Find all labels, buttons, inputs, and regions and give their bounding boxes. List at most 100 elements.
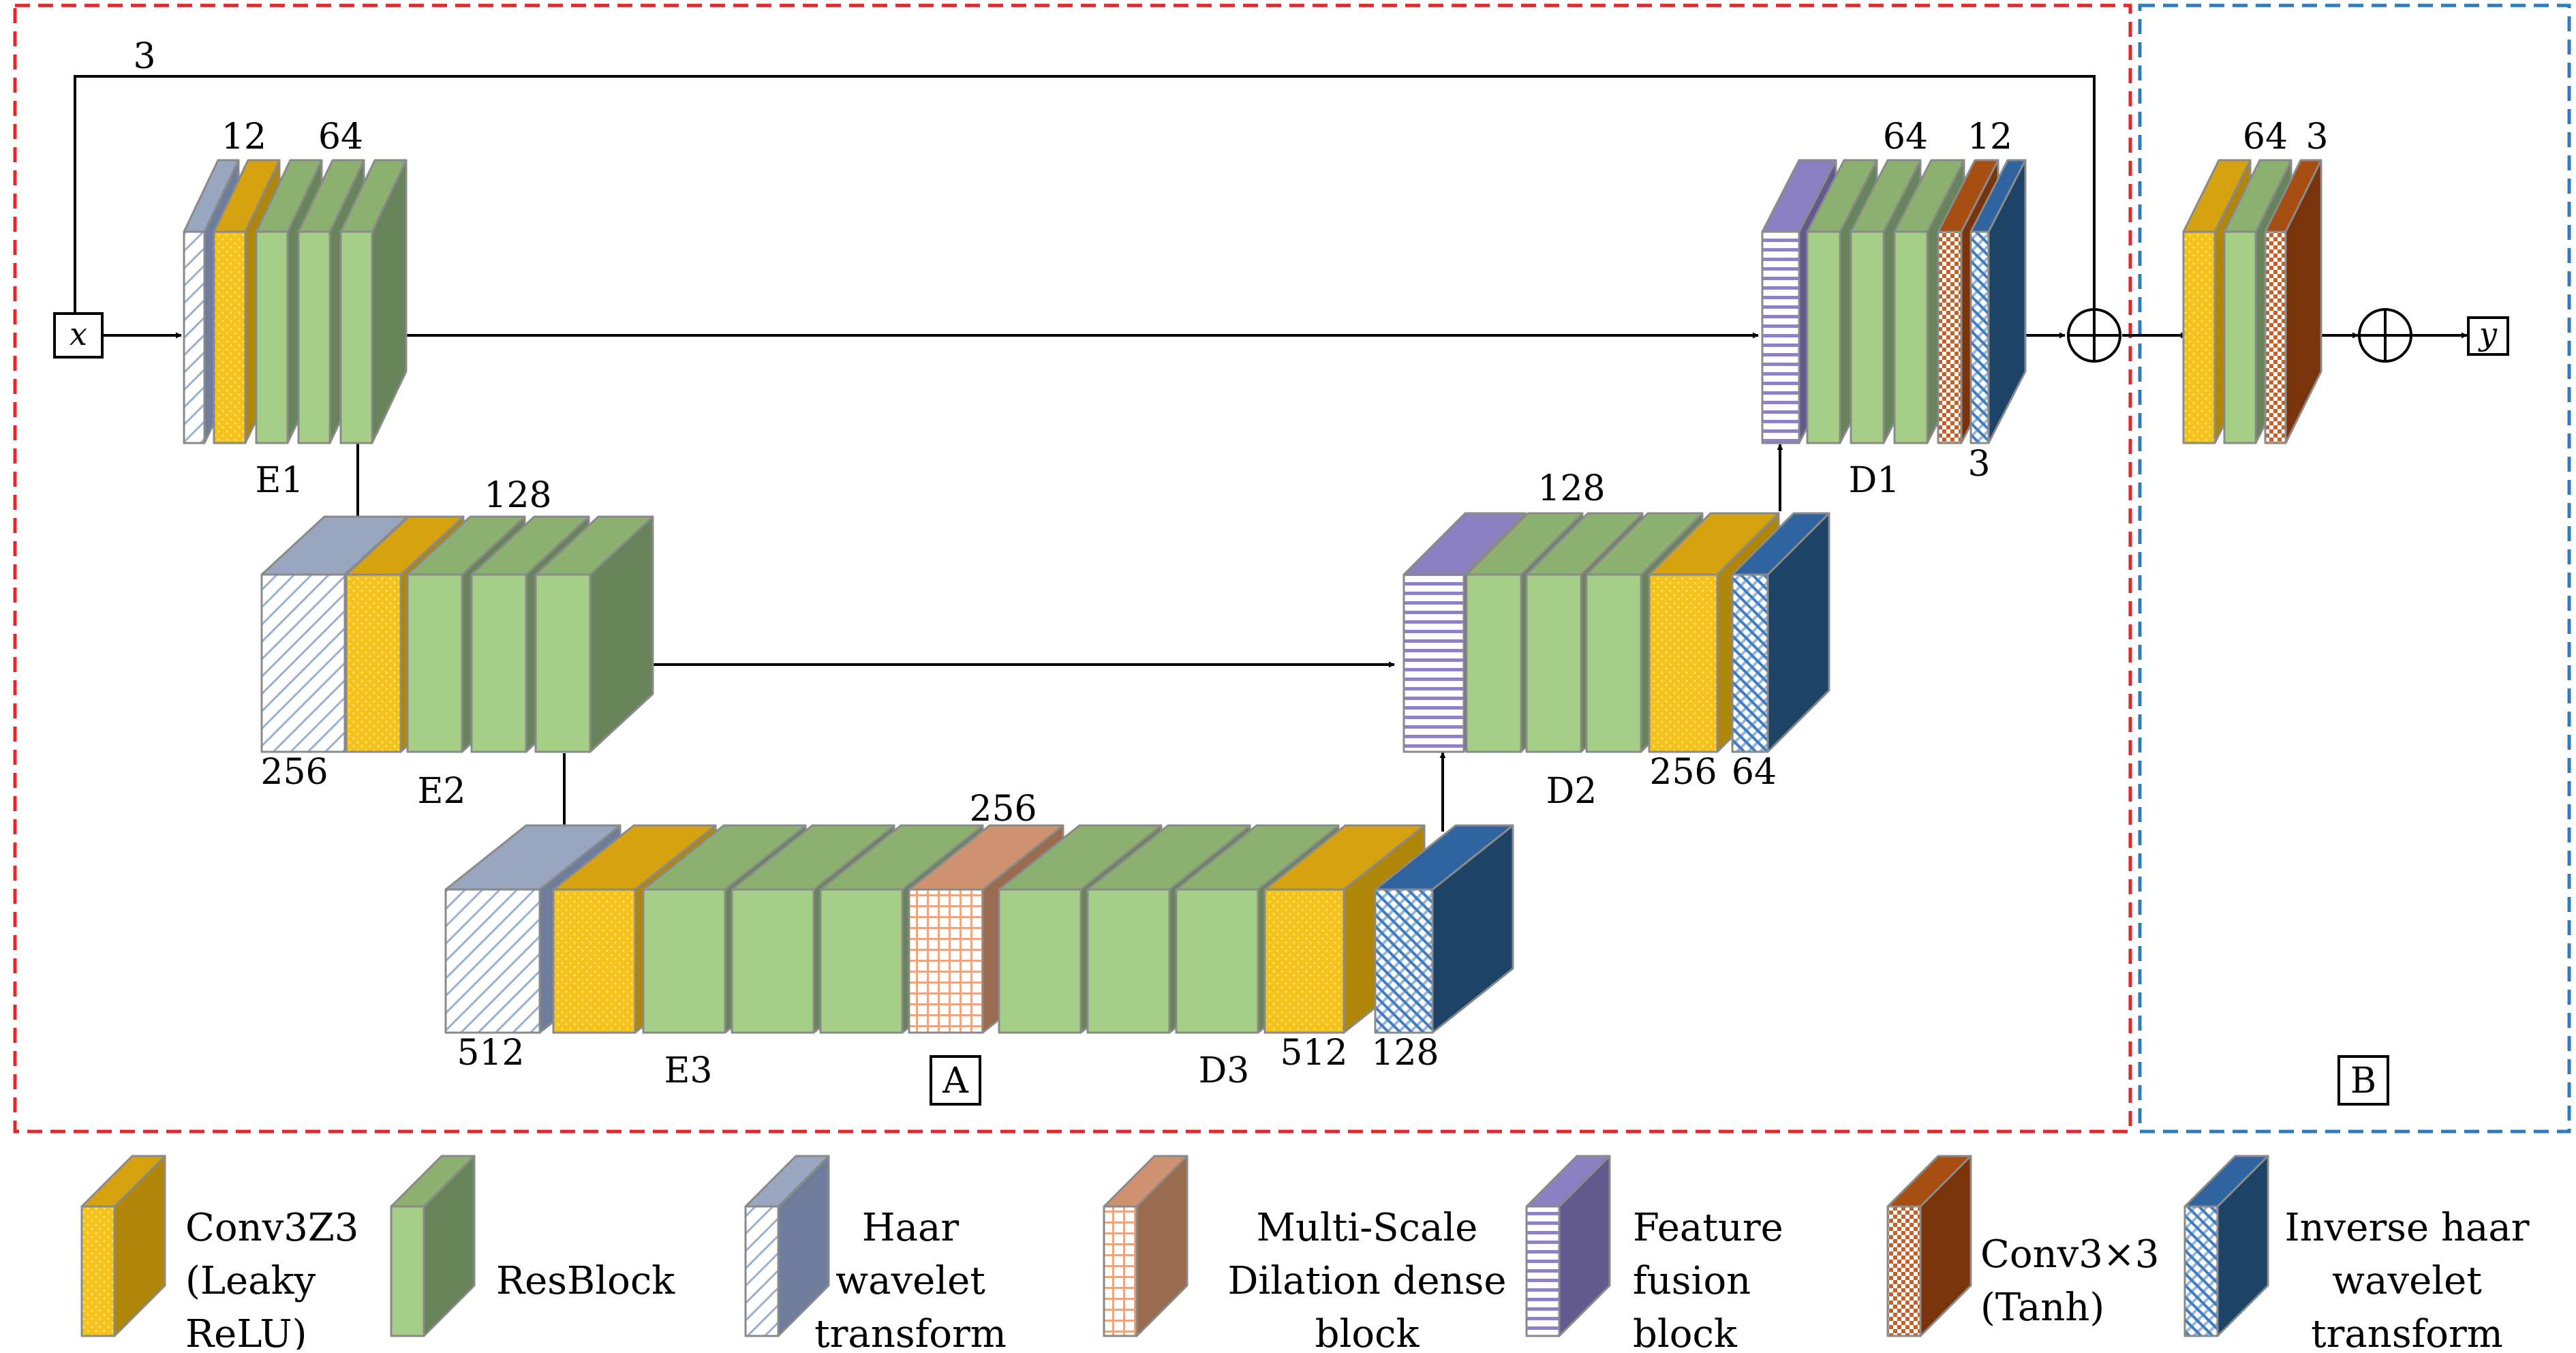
level3-block-0-front xyxy=(444,888,541,1034)
legend-line: block xyxy=(1315,1312,1420,1350)
e2-block-2-front xyxy=(406,573,463,753)
output-label: y xyxy=(2478,316,2498,352)
d1-block-4-front xyxy=(1937,230,1963,444)
d3-name: D3 xyxy=(1199,1050,1250,1091)
legend-label-fuse: Feature fusion block xyxy=(1633,1206,1783,1350)
e2-ch-bottom: 256 xyxy=(260,752,328,793)
d2-block-3-front xyxy=(1585,573,1642,753)
e1-block-3-front xyxy=(297,230,331,444)
legend-line: ResBlock xyxy=(496,1259,675,1303)
b-block-0-front xyxy=(2182,230,2216,444)
legend-line: (Leaky xyxy=(185,1259,316,1303)
d3-ch-a: 512 xyxy=(1280,1033,1347,1074)
b-block-2-front xyxy=(2264,230,2287,444)
d1-ch-b: 12 xyxy=(1967,117,2012,157)
e3-name: E3 xyxy=(664,1050,712,1091)
level3-block-7-front xyxy=(1086,888,1171,1034)
b-block-1-front xyxy=(2223,230,2257,444)
legend-label-tanh: Conv3×3 (Tanh) xyxy=(1980,1232,2159,1330)
sum-node-1 xyxy=(2067,308,2121,363)
e1-block-0-front xyxy=(183,230,206,444)
legend-swatch-msd-front xyxy=(1103,1205,1138,1337)
d2-block-5 xyxy=(1731,512,1830,753)
legend-line: Feature xyxy=(1633,1206,1783,1250)
legend-swatch-fuse xyxy=(1525,1155,1611,1337)
e2-name: E2 xyxy=(417,771,465,812)
e2-block-1-front xyxy=(345,573,402,753)
d3-ch-top: 256 xyxy=(969,789,1037,830)
d2-block-5-front xyxy=(1731,573,1769,753)
e3-ch-bottom: 512 xyxy=(457,1033,524,1074)
level3-block-5-front xyxy=(908,888,984,1034)
region-b-label: B xyxy=(2350,1061,2376,1101)
d1-block-1-front xyxy=(1806,230,1841,444)
legend-line: wavelet xyxy=(2332,1259,2482,1303)
legend-label-haar: Haar wavelet transform xyxy=(814,1206,1007,1350)
legend-line: (Tanh) xyxy=(1980,1286,2104,1330)
level3-block-9-front xyxy=(1263,888,1345,1034)
d1-name: D1 xyxy=(1849,460,1900,501)
legend-line: transform xyxy=(814,1312,1007,1350)
d1-block-5 xyxy=(1969,159,2027,444)
e1-block-4 xyxy=(339,159,408,444)
level3-block-4-front xyxy=(819,888,904,1034)
region-a-frame xyxy=(13,3,2132,1134)
e2-block-4 xyxy=(534,515,654,753)
legend-line: transform xyxy=(2311,1312,2503,1350)
legend-swatch-msd xyxy=(1103,1155,1189,1337)
legend-swatch-ihaar-front xyxy=(2183,1205,2219,1337)
d2-block-2-front xyxy=(1525,573,1582,753)
e1-ch-b: 64 xyxy=(318,117,363,157)
level3-block-10 xyxy=(1374,824,1514,1034)
legend-label-res: ResBlock xyxy=(496,1259,675,1303)
d1-ch-c: 3 xyxy=(1967,444,1990,485)
region-b-label-box xyxy=(2337,1055,2389,1106)
d1-block-3-front xyxy=(1893,230,1929,444)
legend-line: Dilation dense xyxy=(1227,1259,1506,1303)
skip-label: 3 xyxy=(133,36,155,77)
e1-block-4-front xyxy=(339,230,373,444)
input-box xyxy=(53,312,104,359)
e2-block-4-front xyxy=(534,573,592,753)
d2-block-1-front xyxy=(1465,573,1522,753)
e1-ch-a: 12 xyxy=(221,117,266,157)
legend-swatch-ihaar xyxy=(2183,1155,2269,1337)
d2-ch-top: 128 xyxy=(1537,468,1605,509)
region-a-label-box xyxy=(930,1055,981,1106)
d1-block-2-front xyxy=(1850,230,1885,444)
d3-ch-b: 128 xyxy=(1371,1033,1439,1074)
e2-block-3-front xyxy=(470,573,527,753)
d1-block-0-front xyxy=(1761,230,1800,444)
legend-line: Conv3Z3 xyxy=(185,1206,358,1250)
output-box xyxy=(2467,316,2509,356)
level3-block-3-front xyxy=(731,888,815,1034)
level3-block-1-front xyxy=(552,888,637,1034)
legend-swatch-haar-front xyxy=(744,1205,780,1337)
d2-name: D2 xyxy=(1546,771,1597,812)
legend-label-ihaar: Inverse haar wavelet transform xyxy=(2284,1206,2529,1350)
legend-line: ReLU) xyxy=(185,1312,307,1350)
region-a-label: A xyxy=(942,1061,969,1101)
legend-swatch-haar xyxy=(744,1155,830,1337)
region-b-frame xyxy=(2138,3,2571,1134)
legend-line: fusion xyxy=(1633,1259,1751,1303)
input-label: x xyxy=(70,316,87,352)
d2-ch-b: 64 xyxy=(1732,752,1777,793)
legend-line: Inverse haar xyxy=(2284,1206,2529,1250)
legend-line: Conv3×3 xyxy=(1980,1232,2159,1277)
legend-line: Haar xyxy=(862,1206,960,1250)
e2-ch-top: 128 xyxy=(484,475,551,516)
legend-line: block xyxy=(1633,1312,1738,1350)
b-block-2 xyxy=(2264,159,2322,444)
d2-block-4-front xyxy=(1648,573,1719,753)
legend-swatch-conv xyxy=(80,1155,166,1337)
e1-name: E1 xyxy=(255,460,303,501)
legend-line: Multi-Scale xyxy=(1257,1206,1478,1250)
legend-line: wavelet xyxy=(835,1259,985,1303)
legend: Conv3Z3 (Leaky ReLU) ResBlock Haar wavelet tra… xyxy=(80,1155,2530,1353)
legend-swatch-tanh-front xyxy=(1886,1205,1922,1337)
d1-block-5-front xyxy=(1969,230,1990,444)
legend-swatch-res xyxy=(390,1155,476,1337)
